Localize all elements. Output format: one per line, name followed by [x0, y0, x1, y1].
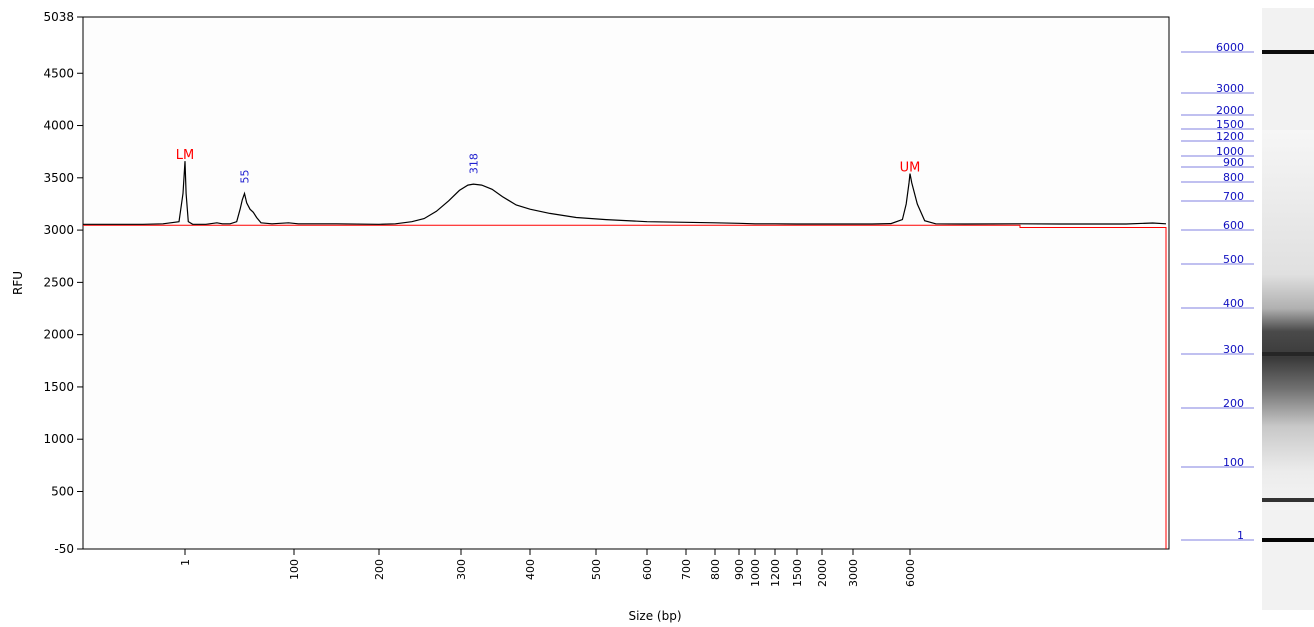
ladder-label: 1500 — [1216, 118, 1244, 131]
peak-labels: LM 55 318 UM — [176, 148, 921, 183]
marker-label-lm: LM — [176, 148, 194, 163]
y-tick-label: 1500 — [43, 380, 74, 394]
y-axis-label: RFU — [11, 271, 25, 295]
ladder-label: 200 — [1223, 397, 1244, 410]
gel-band — [1262, 352, 1314, 356]
ladder-label: 1200 — [1216, 130, 1244, 143]
y-tick-label: 2000 — [43, 328, 74, 342]
x-tick-label: 2000 — [816, 559, 829, 587]
y-tick-label: 3500 — [43, 171, 74, 185]
x-axis-label: Size (bp) — [628, 609, 681, 623]
x-tick-label: 1 — [179, 559, 192, 566]
x-tick-label: 700 — [680, 559, 693, 580]
x-tick-label: 200 — [373, 559, 386, 580]
peak-label-55: 55 — [238, 169, 251, 183]
x-tick-label: 1200 — [769, 559, 782, 587]
ladder-label: 1 — [1237, 529, 1244, 542]
ladder-label: 300 — [1223, 343, 1244, 356]
gel-band — [1262, 50, 1314, 54]
ladder-label: 800 — [1223, 171, 1244, 184]
y-tick-label: 2500 — [43, 275, 74, 289]
ladder-label: 2000 — [1216, 104, 1244, 117]
x-axis: 1 100 200 300 400 500 600 700 800 900 1000 1200 1500… — [179, 549, 917, 587]
y-tick-label: 500 — [51, 484, 74, 498]
x-tick-label: 400 — [524, 559, 537, 580]
y-tick-label: 4000 — [43, 119, 74, 133]
plot-area — [82, 16, 1170, 550]
marker-label-um: UM — [900, 161, 921, 176]
x-tick-label: 800 — [709, 559, 722, 580]
x-tick-label: 500 — [590, 559, 603, 580]
x-tick-label: 1500 — [791, 559, 804, 587]
baseline-trace — [83, 224, 1167, 549]
y-tick-label: -50 — [54, 542, 74, 556]
x-tick-label: 900 — [733, 559, 746, 580]
x-tick-label: 6000 — [904, 559, 917, 587]
ladder-label: 1000 — [1216, 145, 1244, 158]
ladder-label: 6000 — [1216, 41, 1244, 54]
ladder-label: 500 — [1223, 253, 1244, 266]
ladder-label: 900 — [1223, 156, 1244, 169]
ladder-label: 400 — [1223, 297, 1244, 310]
x-tick-label: 1000 — [749, 559, 762, 587]
ladder-label: 600 — [1223, 219, 1244, 232]
y-tick-label: 1000 — [43, 432, 74, 446]
x-tick-label: 100 — [288, 559, 301, 580]
x-tick-label: 3000 — [847, 559, 860, 587]
y-tick-label: 3000 — [43, 223, 74, 237]
signal-trace — [83, 161, 1167, 225]
peak-label-318: 318 — [467, 153, 480, 174]
gel-lane — [1262, 8, 1314, 610]
ladder-label: 700 — [1223, 190, 1244, 203]
y-tick-label: 5038 — [43, 10, 74, 24]
gel-ladder: 6000300020001500120010009008007006005004… — [1181, 41, 1254, 542]
ladder-label: 3000 — [1216, 82, 1244, 95]
gel-band — [1262, 538, 1314, 542]
y-axis: 5038 4500 4000 3500 3000 2500 2000 1500 1000 500 -… — [43, 10, 83, 556]
x-tick-label: 600 — [641, 559, 654, 580]
gel-smear — [1262, 130, 1314, 510]
x-tick-label: 300 — [455, 559, 468, 580]
ladder-label: 100 — [1223, 456, 1244, 469]
y-tick-label: 4500 — [43, 66, 74, 80]
gel-band — [1262, 498, 1314, 502]
